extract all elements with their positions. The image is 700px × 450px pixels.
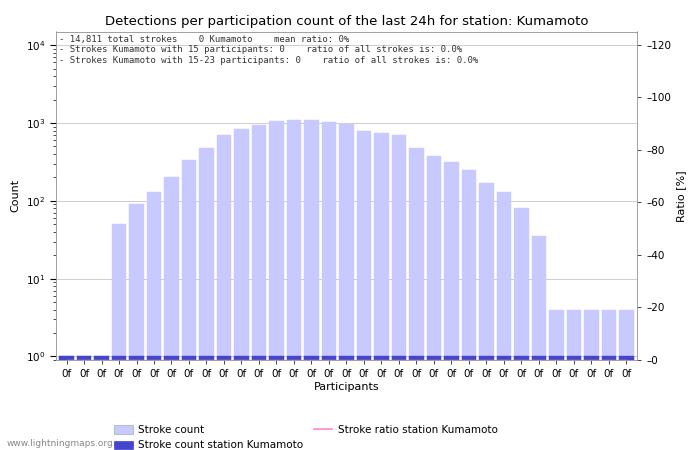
Bar xyxy=(531,356,547,450)
Bar xyxy=(356,130,372,450)
Bar xyxy=(251,125,267,450)
Bar xyxy=(94,356,109,450)
Bar xyxy=(374,133,389,450)
Bar xyxy=(514,356,529,450)
Bar xyxy=(129,204,144,450)
Bar xyxy=(566,356,582,450)
Bar xyxy=(111,356,127,450)
Text: www.lightningmaps.org: www.lightningmaps.org xyxy=(7,439,113,448)
Bar xyxy=(269,122,284,450)
Bar xyxy=(321,122,337,450)
Bar xyxy=(549,310,564,450)
Bar xyxy=(619,310,634,450)
Bar xyxy=(234,356,249,450)
Bar xyxy=(76,356,92,450)
Y-axis label: Ratio [%]: Ratio [%] xyxy=(677,170,687,221)
Bar xyxy=(339,356,354,450)
Bar xyxy=(409,148,424,450)
Bar xyxy=(391,356,407,450)
Bar xyxy=(356,356,372,450)
X-axis label: Participants: Participants xyxy=(314,382,379,392)
Bar xyxy=(444,162,459,450)
Bar xyxy=(496,356,512,450)
Bar xyxy=(199,356,214,450)
Bar xyxy=(269,356,284,450)
Bar xyxy=(584,356,599,450)
Bar xyxy=(234,129,249,450)
Bar xyxy=(479,356,494,450)
Bar xyxy=(216,135,232,450)
Bar xyxy=(304,120,319,450)
Bar xyxy=(619,356,634,450)
Bar xyxy=(566,310,582,450)
Bar xyxy=(216,356,232,450)
Bar xyxy=(339,124,354,450)
Bar xyxy=(461,170,477,450)
Bar xyxy=(426,156,442,450)
Bar xyxy=(146,356,162,450)
Bar xyxy=(286,121,302,450)
Bar xyxy=(199,148,214,450)
Bar xyxy=(251,356,267,450)
Title: Detections per participation count of the last 24h for station: Kumamoto: Detections per participation count of th… xyxy=(105,14,588,27)
Bar xyxy=(321,356,337,450)
Bar xyxy=(374,356,389,450)
Bar xyxy=(601,356,617,450)
Bar xyxy=(409,356,424,450)
Bar xyxy=(164,356,179,450)
Bar xyxy=(444,356,459,450)
Bar xyxy=(584,310,599,450)
Bar xyxy=(181,356,197,450)
Text: - 14,811 total strokes    0 Kumamoto    mean ratio: 0%
- Strokes Kumamoto with 1: - 14,811 total strokes 0 Kumamoto mean r… xyxy=(59,35,478,65)
Bar xyxy=(181,161,197,450)
Bar xyxy=(94,356,109,450)
Bar xyxy=(304,356,319,450)
Bar xyxy=(391,135,407,450)
Bar xyxy=(514,208,529,450)
Legend: Stroke count, Stroke count station Kumamoto, Stroke ratio station Kumamoto: Stroke count, Stroke count station Kumam… xyxy=(110,421,502,450)
Bar xyxy=(111,224,127,450)
Bar xyxy=(129,356,144,450)
Bar xyxy=(164,177,179,450)
Bar xyxy=(461,356,477,450)
Bar xyxy=(146,192,162,450)
Bar xyxy=(59,356,74,450)
Bar xyxy=(531,236,547,450)
Bar xyxy=(496,192,512,450)
Bar xyxy=(601,310,617,450)
Bar xyxy=(549,356,564,450)
Bar xyxy=(76,356,92,450)
Y-axis label: Count: Count xyxy=(10,179,20,212)
Bar xyxy=(479,183,494,450)
Bar xyxy=(286,356,302,450)
Bar xyxy=(426,356,442,450)
Bar xyxy=(59,356,74,450)
